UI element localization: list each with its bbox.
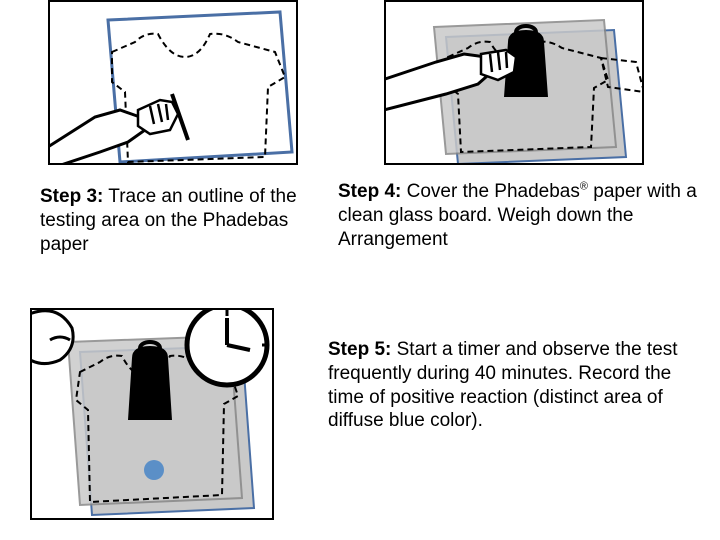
illustration-step5 xyxy=(32,310,274,520)
step4-text-a: Cover the Phadebas xyxy=(401,181,580,202)
step5-label: Step 5: xyxy=(328,339,391,360)
illustration-step3 xyxy=(50,2,298,165)
caption-step5: Step 5: Start a timer and observe the te… xyxy=(328,338,698,433)
panel-step3 xyxy=(48,0,298,165)
panel-step4 xyxy=(384,0,644,165)
step4-label: Step 4: xyxy=(338,181,401,202)
panel-step5 xyxy=(30,308,274,520)
illustration-step4 xyxy=(386,2,644,165)
step3-label: Step 3: xyxy=(40,186,103,207)
step4-sup: ® xyxy=(580,181,588,193)
caption-step3: Step 3: Trace an outline of the testing … xyxy=(40,185,320,256)
caption-step4: Step 4: Cover the Phadebas® paper with a… xyxy=(338,180,708,251)
